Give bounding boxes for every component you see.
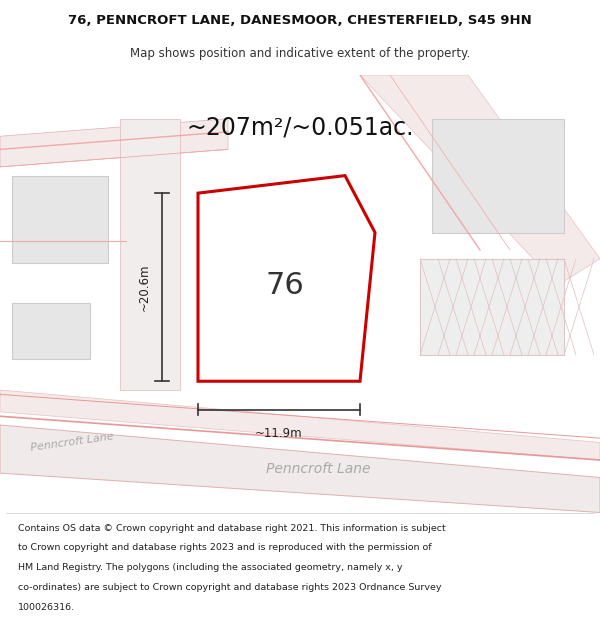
Text: Map shows position and indicative extent of the property.: Map shows position and indicative extent… [130,48,470,61]
Polygon shape [120,119,180,390]
Bar [420,259,564,355]
Text: Penncroft Lane: Penncroft Lane [30,432,114,453]
Polygon shape [0,119,228,167]
Polygon shape [198,176,375,381]
Bar [210,254,336,333]
Text: to Crown copyright and database rights 2023 and is reproduced with the permissio: to Crown copyright and database rights 2… [18,543,431,552]
Text: 100026316.: 100026316. [18,602,75,611]
Text: ~11.9m: ~11.9m [255,428,303,440]
Bar [432,119,564,232]
Polygon shape [0,425,600,512]
Text: ~20.6m: ~20.6m [137,264,151,311]
Text: 76, PENNCROFT LANE, DANESMOOR, CHESTERFIELD, S45 9HN: 76, PENNCROFT LANE, DANESMOOR, CHESTERFI… [68,14,532,28]
Text: HM Land Registry. The polygons (including the associated geometry, namely x, y: HM Land Registry. The polygons (includin… [18,563,403,572]
Polygon shape [360,75,600,285]
Bar [12,302,90,359]
Text: ~207m²/~0.051ac.: ~207m²/~0.051ac. [186,116,414,139]
Text: Penncroft Lane: Penncroft Lane [266,462,370,476]
Text: Contains OS data © Crown copyright and database right 2021. This information is : Contains OS data © Crown copyright and d… [18,524,446,532]
Polygon shape [0,390,600,460]
Text: 76: 76 [266,271,304,299]
Text: co-ordinates) are subject to Crown copyright and database rights 2023 Ordnance S: co-ordinates) are subject to Crown copyr… [18,582,442,592]
Bar [12,176,108,263]
